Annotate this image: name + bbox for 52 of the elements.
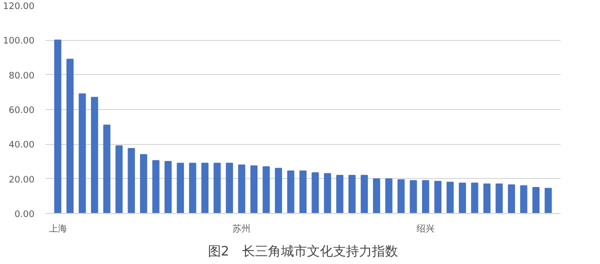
- bar: [348, 174, 356, 214]
- bar: [54, 40, 62, 214]
- bar: [78, 93, 86, 214]
- y-tick-label: 80.00: [8, 71, 35, 82]
- bar: [508, 184, 516, 214]
- bar: [422, 180, 430, 214]
- y-tick-label: 100.00: [3, 36, 35, 47]
- bar: [434, 180, 442, 214]
- bar: [66, 58, 74, 214]
- y-tick-label: 20.00: [8, 175, 35, 186]
- bar: [226, 162, 233, 214]
- bar: [116, 145, 123, 214]
- bar: [140, 154, 148, 214]
- bar: [238, 164, 246, 214]
- bar: [103, 124, 110, 214]
- bar: [164, 161, 172, 214]
- bar: [446, 182, 454, 214]
- bar: [262, 166, 270, 214]
- bar: [287, 170, 294, 214]
- bar: [201, 162, 208, 214]
- bar: [385, 178, 392, 214]
- y-tick-label: 120.00: [3, 2, 35, 12]
- x-tick-label: 上海: [48, 224, 67, 234]
- bar: [360, 174, 368, 214]
- bar: [152, 160, 160, 214]
- bar: [299, 170, 307, 214]
- bar: [324, 173, 332, 214]
- bar: [274, 168, 282, 214]
- bar: [312, 172, 319, 214]
- bar: [214, 162, 221, 214]
- bar: [520, 185, 528, 214]
- y-tick-label: 60.00: [8, 106, 35, 116]
- bar: [496, 184, 503, 214]
- y-tick-label: 40.00: [8, 140, 35, 151]
- text: 图2 长三角城市文化支持力指数: [208, 244, 398, 260]
- bar: [250, 165, 258, 214]
- bar: [189, 162, 196, 214]
- bar: [410, 180, 417, 214]
- bar: [373, 178, 380, 214]
- bar: [532, 187, 540, 214]
- x-tick-label: 绍兴: [416, 224, 435, 234]
- bar: [471, 182, 478, 214]
- x-tick-label: 苏州: [232, 224, 251, 234]
- bar: [458, 182, 466, 214]
- bar: [336, 174, 344, 214]
- bar: [398, 179, 405, 214]
- bar: [544, 188, 552, 214]
- bar: [90, 96, 98, 214]
- y-tick-label: 0.00: [14, 210, 35, 220]
- bar: [483, 184, 490, 214]
- bar: [176, 162, 184, 214]
- bar: [128, 148, 135, 214]
